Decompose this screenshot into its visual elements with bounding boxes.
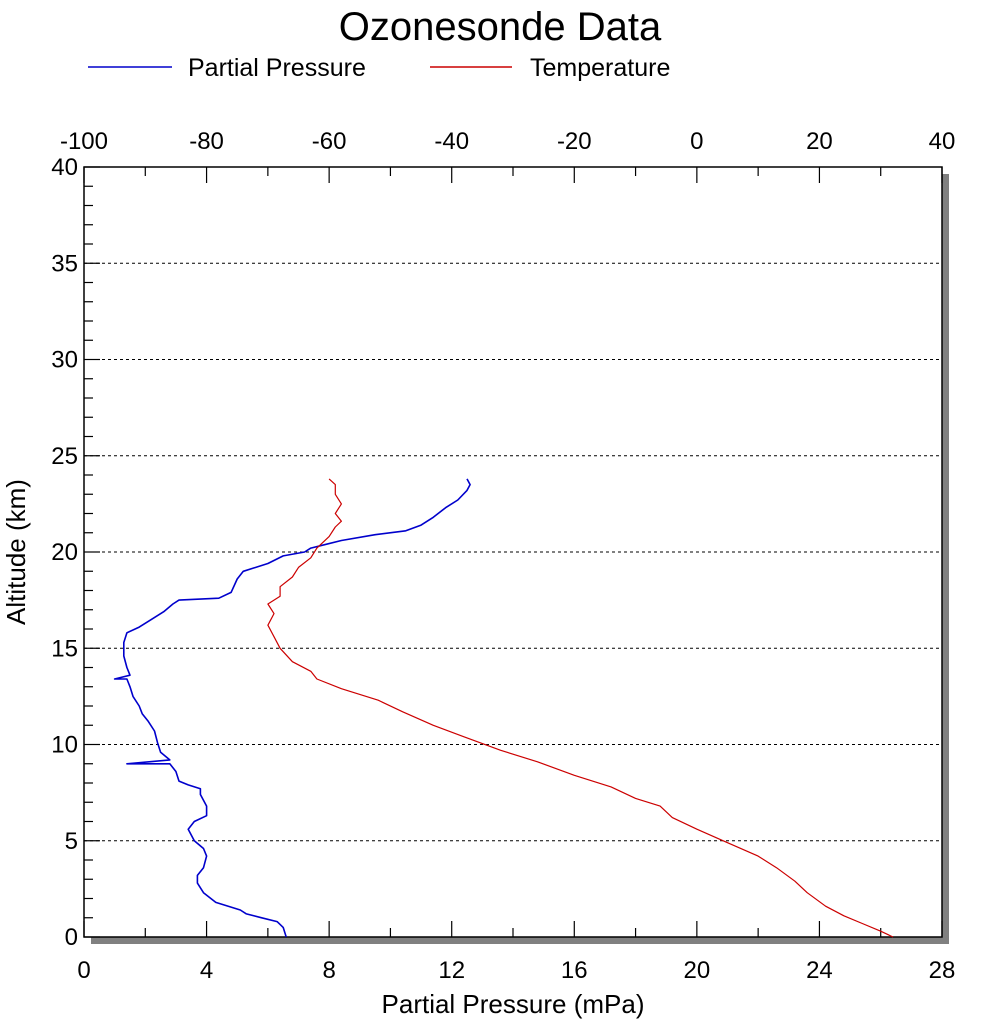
x-bottom-tick-label: 4	[200, 957, 213, 984]
x-top-tick-label: -60	[312, 128, 347, 155]
x-bottom-tick-label: 0	[77, 957, 90, 984]
y-axis-label: Altitude (km)	[1, 479, 31, 625]
x-bottom-tick-label: 28	[929, 957, 956, 984]
x-top-tick-label: -20	[557, 128, 592, 155]
x-axis-label: Partial Pressure (mPa)	[382, 989, 645, 1019]
plot-shadow-bottom	[91, 937, 949, 944]
plot-shadow-right	[942, 174, 949, 944]
y-tick-label: 0	[65, 924, 78, 951]
data-series	[113, 478, 894, 938]
y-tick-label: 25	[51, 443, 78, 470]
x-bottom-tick-label: 8	[322, 957, 335, 984]
y-tick-label: 30	[51, 347, 78, 374]
x-bottom-tick-label: 20	[684, 957, 711, 984]
y-tick-label: 5	[65, 828, 78, 855]
y-tick-label: 40	[51, 154, 78, 181]
series-line-temperature	[267, 478, 894, 938]
y-tick-label: 10	[51, 732, 78, 759]
x-top-tick-label: 0	[690, 128, 703, 155]
x-bottom-tick-label: 12	[438, 957, 465, 984]
y-tick-label: 35	[51, 250, 78, 277]
x-top-tick-label: 20	[806, 128, 833, 155]
tick-labels: 0 5 10 15 20 25 30 35 40 0 4 8 12 16 20 24 28 -100 -80 -60 -…	[51, 128, 955, 984]
series-line-partial-pressure	[113, 478, 471, 938]
x-top-tick-label: -100	[60, 128, 108, 155]
grid-lines	[84, 262, 942, 842]
chart-title: Ozonesonde Data	[339, 5, 662, 49]
axis-ticks	[83, 166, 943, 938]
x-top-tick-label: -80	[189, 128, 224, 155]
legend-label-partial-pressure: Partial Pressure	[188, 54, 366, 82]
legend-label-temperature: Temperature	[530, 54, 670, 82]
x-top-tick-label: 40	[929, 128, 956, 155]
y-tick-label: 15	[51, 635, 78, 662]
x-top-tick-label: -40	[434, 128, 469, 155]
x-bottom-tick-label: 24	[806, 957, 833, 984]
x-bottom-tick-label: 16	[561, 957, 588, 984]
y-tick-label: 20	[51, 539, 78, 566]
legend: Partial Pressure Temperature	[88, 54, 670, 82]
